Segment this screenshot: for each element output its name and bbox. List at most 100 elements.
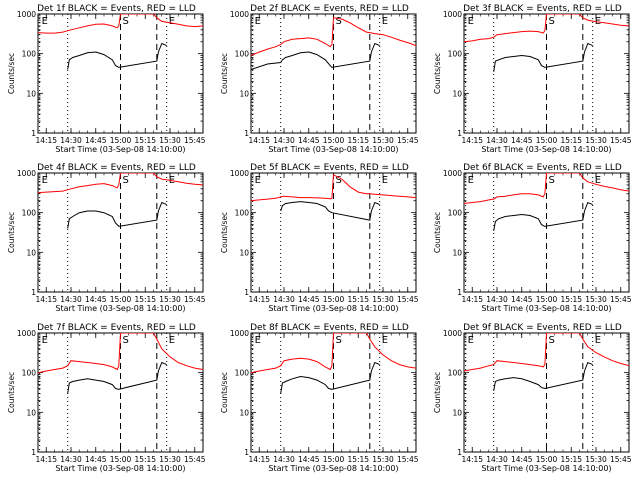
x-tick-label: 14:15: [248, 295, 270, 304]
detector-panel: Det 3f BLACK = Events, RED = LLD 1 10 100 10…: [433, 4, 632, 154]
x-tick-label: 14:45: [85, 295, 107, 304]
y-tick-label: 100: [448, 50, 463, 59]
x-tick-label: 14:45: [298, 136, 320, 145]
x-tick-label: 14:45: [85, 455, 107, 464]
x-tick-label: 14:45: [511, 136, 533, 145]
y-tick-label: 1: [244, 448, 249, 457]
panel-title: Det 8f BLACK = Events, RED = LLD: [250, 323, 409, 333]
x-tick-label: 15:15: [560, 455, 582, 464]
x-tick-label: 14:15: [461, 295, 483, 304]
events-series-line: [493, 42, 593, 72]
marker-label: E: [255, 175, 261, 186]
y-tick-label: 1000: [230, 329, 249, 338]
y-tick-label: 100: [22, 369, 37, 378]
y-tick-label: 1: [244, 288, 249, 297]
y-tick-label: 100: [448, 209, 463, 218]
lld-series-line: [464, 173, 629, 204]
x-tick-label: 14:15: [248, 136, 270, 145]
x-tick-label: 15:00: [536, 295, 558, 304]
x-tick-label: 15:45: [397, 136, 419, 145]
y-tick-label: 1: [31, 448, 36, 457]
y-axis-label: Counts/sec: [7, 53, 16, 94]
marker-label: E: [382, 335, 388, 346]
detector-panel: Det 7f BLACK = Events, RED = LLD 1 10 100 10…: [7, 323, 206, 473]
y-tick-label: 10: [452, 248, 462, 257]
y-tick-label: 1000: [17, 10, 36, 19]
y-axis-label: Counts/sec: [7, 372, 16, 413]
marker-label: E: [382, 16, 388, 27]
y-tick-label: 10: [239, 408, 249, 417]
x-axis-label: Start Time (03-Sep-08 14:10:00): [481, 304, 611, 313]
lld-series-line: [251, 174, 416, 202]
detector-panel: Det 1f BLACK = Events, RED = LLD 1 10 100 10…: [7, 4, 206, 154]
events-series-line: [493, 201, 593, 231]
x-axis-label: Start Time (03-Sep-08 14:10:00): [481, 464, 611, 473]
x-tick-label: 15:30: [159, 455, 181, 464]
x-tick-label: 14:30: [273, 136, 295, 145]
marker-label: E: [255, 16, 261, 27]
x-tick-label: 15:45: [610, 136, 632, 145]
y-tick-label: 10: [26, 248, 36, 257]
marker-label: E: [595, 335, 601, 346]
marker-label: S: [549, 335, 555, 346]
marker-label: S: [336, 335, 342, 346]
x-tick-label: 15:00: [536, 136, 558, 145]
marker-label: E: [42, 16, 48, 27]
y-tick-label: 1000: [443, 10, 462, 19]
events-series-line: [67, 201, 167, 229]
marker-label: S: [549, 175, 555, 186]
y-tick-label: 10: [452, 408, 462, 417]
events-series-line: [251, 42, 380, 70]
marker-label: S: [549, 16, 555, 27]
x-tick-label: 15:30: [372, 136, 394, 145]
y-axis-label: Counts/sec: [433, 212, 442, 253]
x-tick-label: 14:15: [35, 455, 57, 464]
x-tick-label: 14:15: [35, 136, 57, 145]
x-tick-label: 15:15: [134, 455, 156, 464]
panel-title: Det 5f BLACK = Events, RED = LLD: [250, 163, 409, 173]
y-tick-label: 1000: [443, 169, 462, 178]
lld-series-line: [251, 333, 416, 374]
y-axis-label: Counts/sec: [220, 372, 229, 413]
y-tick-label: 1000: [17, 169, 36, 178]
y-tick-label: 1: [457, 448, 462, 457]
detector-panel: Det 4f BLACK = Events, RED = LLD 1 10 100 10…: [7, 163, 206, 313]
detector-panel: Det 2f BLACK = Events, RED = LLD 1 10 100 10…: [220, 4, 419, 154]
y-tick-label: 100: [448, 369, 463, 378]
x-axis-label: Start Time (03-Sep-08 14:10:00): [481, 145, 611, 154]
x-tick-label: 15:00: [323, 455, 345, 464]
y-axis-label: Counts/sec: [433, 372, 442, 413]
x-tick-label: 15:45: [184, 295, 206, 304]
events-series-line: [280, 361, 380, 394]
y-tick-label: 1: [244, 129, 249, 138]
x-tick-label: 14:30: [486, 295, 508, 304]
x-tick-label: 15:30: [159, 136, 181, 145]
x-tick-label: 14:45: [511, 295, 533, 304]
x-tick-label: 15:15: [560, 136, 582, 145]
x-tick-label: 15:30: [585, 295, 607, 304]
y-tick-label: 1: [31, 129, 36, 138]
marker-label: S: [123, 175, 129, 186]
panel-title: Det 1f BLACK = Events, RED = LLD: [37, 4, 196, 14]
lld-series-line: [38, 333, 203, 374]
panel-title: Det 3f BLACK = Events, RED = LLD: [463, 4, 622, 14]
x-axis-label: Start Time (03-Sep-08 14:10:00): [268, 145, 398, 154]
y-tick-label: 10: [452, 89, 462, 98]
y-tick-label: 10: [239, 248, 249, 257]
x-tick-label: 15:15: [134, 136, 156, 145]
x-tick-label: 15:45: [610, 295, 632, 304]
x-tick-label: 15:45: [397, 295, 419, 304]
x-tick-label: 15:15: [347, 136, 369, 145]
marker-label: E: [42, 335, 48, 346]
x-axis-label: Start Time (03-Sep-08 14:10:00): [55, 464, 185, 473]
lld-series-line: [464, 333, 629, 372]
detector-panel: Det 6f BLACK = Events, RED = LLD 1 10 100 10…: [433, 163, 632, 313]
events-series-line: [67, 42, 167, 70]
x-tick-label: 14:15: [461, 136, 483, 145]
lld-series-line: [251, 17, 416, 56]
x-tick-label: 14:45: [298, 295, 320, 304]
x-tick-label: 14:30: [60, 295, 82, 304]
marker-label: S: [123, 16, 129, 27]
x-tick-label: 15:30: [372, 455, 394, 464]
